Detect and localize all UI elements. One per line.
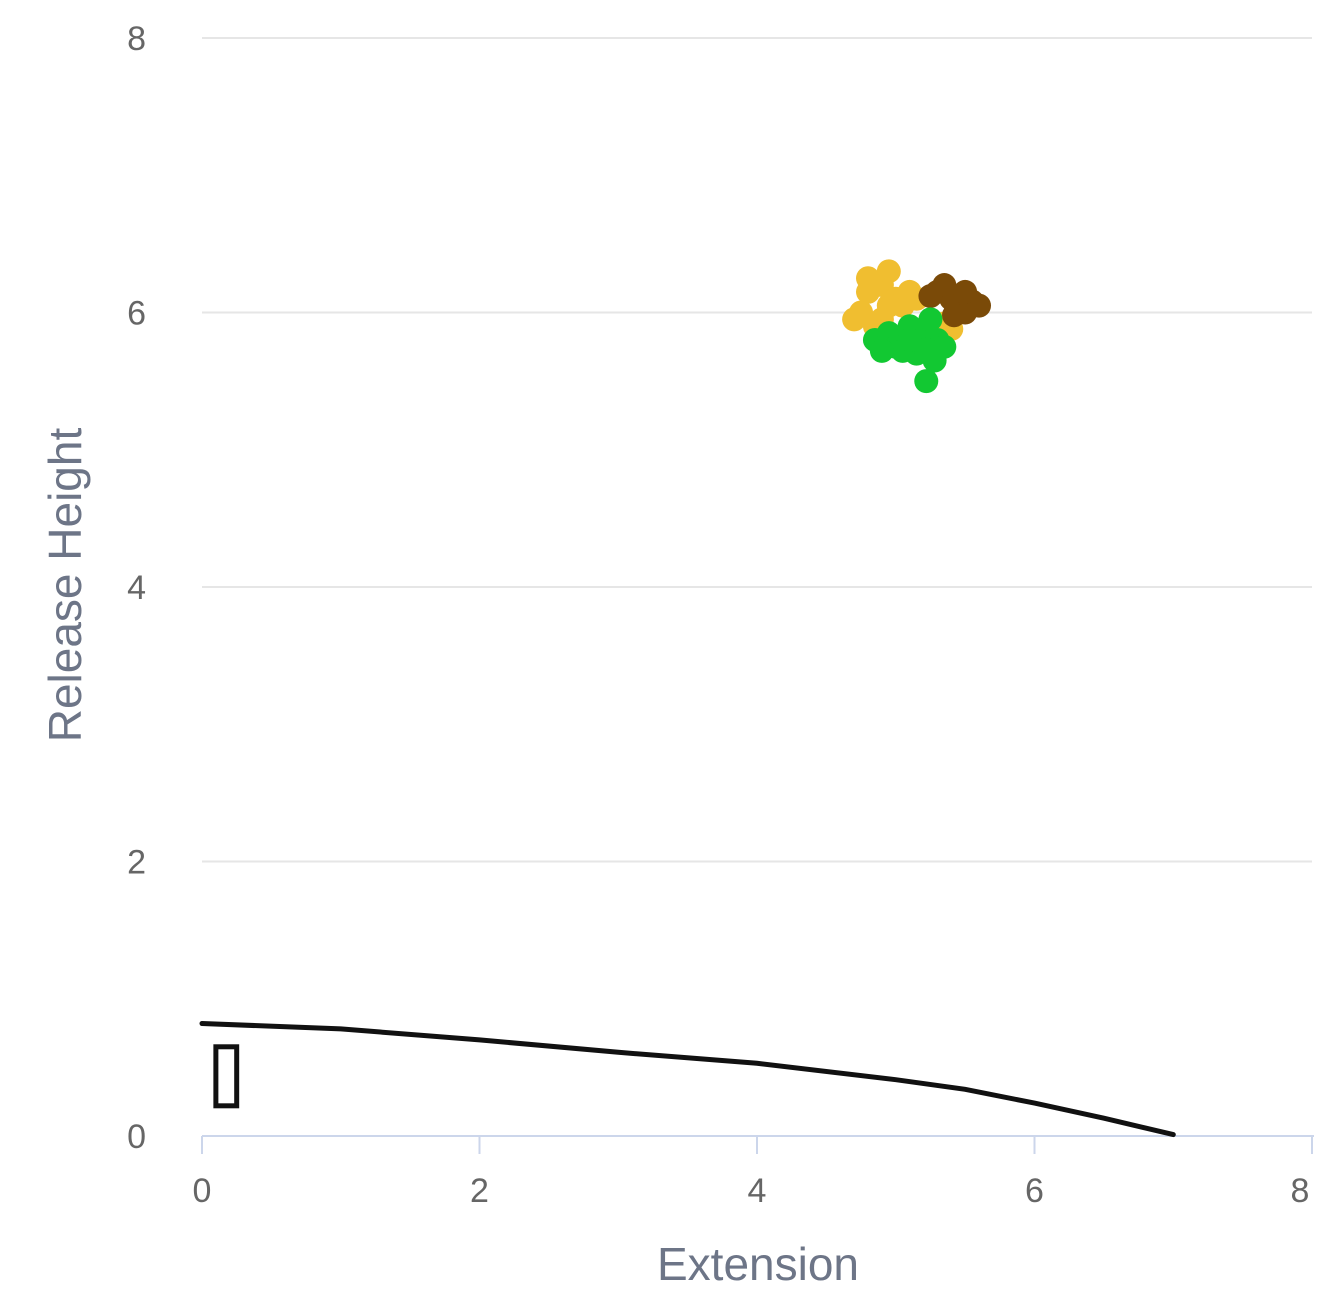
data-point — [876, 259, 901, 284]
data-point — [942, 303, 967, 328]
data-points — [842, 259, 991, 394]
data-point — [918, 307, 943, 332]
x-tick-label: 4 — [748, 1172, 767, 1210]
x-axis-ticks: 0 2 4 6 8 — [193, 1136, 1313, 1210]
data-point — [842, 307, 867, 332]
data-point — [856, 266, 880, 291]
y-axis-title: Release Height — [39, 428, 91, 743]
y-tick-label: 0 — [127, 1118, 146, 1156]
x-tick-label: 6 — [1025, 1172, 1044, 1210]
y-tick-label: 8 — [127, 20, 146, 58]
y-tick-label: 4 — [127, 569, 146, 607]
mound-curve — [199, 1021, 1176, 1138]
data-point — [953, 279, 978, 304]
x-axis-title: Extension — [657, 1238, 859, 1290]
gridlines — [202, 37, 1312, 863]
data-point — [918, 284, 943, 309]
y-tick-label: 6 — [127, 295, 146, 333]
y-axis-ticks: 0 2 4 6 8 — [127, 20, 146, 1156]
data-point — [914, 337, 939, 362]
y-tick-label: 2 — [127, 844, 146, 882]
data-point — [869, 338, 894, 363]
pitching-rubber — [213, 1044, 240, 1109]
x-tick-label: 2 — [470, 1172, 489, 1210]
data-point — [914, 369, 939, 394]
x-tick-label: 8 — [1291, 1172, 1310, 1210]
x-tick-label: 0 — [193, 1172, 212, 1210]
mound-profile — [199, 1021, 1176, 1138]
